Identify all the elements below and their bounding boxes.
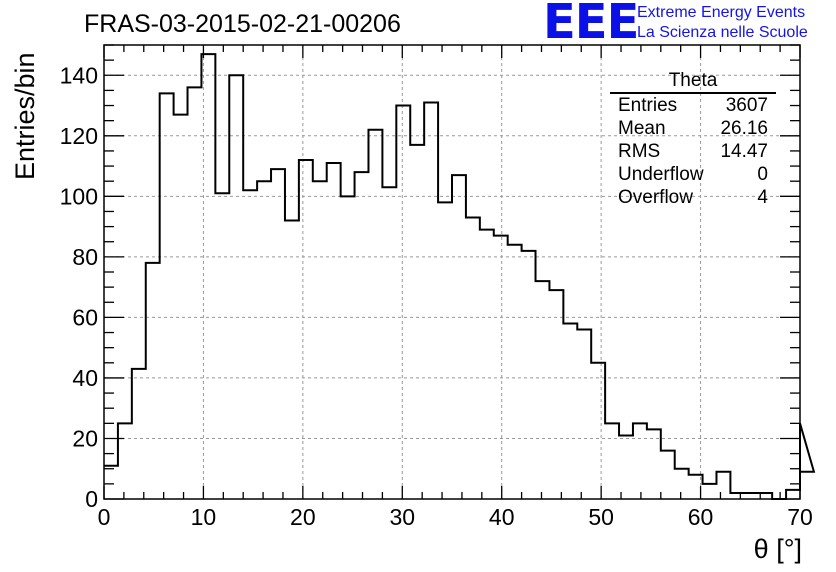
histogram-bin	[577, 330, 591, 499]
y-tick-label: 0	[85, 486, 98, 512]
histogram-bin	[494, 236, 508, 499]
histogram-bin	[257, 181, 271, 499]
x-tick-label: 70	[787, 504, 813, 530]
histogram-bin	[410, 145, 424, 499]
eee-logo-line2: La Scienza nelle Scuole	[637, 24, 808, 41]
histogram-bin	[744, 493, 758, 499]
histogram-bin	[536, 281, 550, 499]
stats-value: 3607	[725, 95, 768, 116]
histogram-bin	[160, 93, 174, 499]
stats-value: 14.47	[720, 141, 768, 162]
histogram-bin	[188, 87, 202, 499]
stats-title: Theta	[610, 70, 776, 94]
stats-row: Underflow 0	[610, 163, 776, 186]
histogram-bin	[243, 190, 257, 499]
eee-logo: EEE	[543, 0, 639, 50]
grid-lines	[104, 45, 800, 499]
x-tick-label: 40	[489, 504, 515, 530]
histogram-bin	[661, 451, 675, 499]
histogram-bin	[382, 187, 396, 499]
histogram-bin	[424, 103, 438, 499]
histogram-bin	[591, 363, 605, 499]
stats-box: Theta Entries 3607 Mean 26.16 RMS 14.47 Underf…	[610, 70, 776, 209]
histogram-bin	[438, 202, 452, 499]
x-tick-label: 10	[191, 504, 217, 530]
histogram-bin	[118, 423, 132, 499]
histogram-bin	[229, 75, 243, 499]
histogram-bin	[285, 221, 299, 499]
x-tick-label: 30	[389, 504, 415, 530]
histogram-bin	[549, 290, 563, 499]
stats-row: RMS 14.47	[610, 140, 776, 163]
stats-label: Overflow	[618, 187, 693, 208]
histogram-bin	[675, 469, 689, 499]
x-tick-label: 60	[688, 504, 714, 530]
stats-label: Mean	[618, 118, 666, 139]
histogram-bin	[341, 196, 355, 499]
histogram-bin	[396, 106, 410, 499]
y-tick-label: 80	[72, 244, 98, 270]
x-tick-label: 20	[290, 504, 316, 530]
histogram-bin	[522, 251, 536, 499]
histogram-bin	[368, 130, 382, 499]
histogram-bin	[466, 218, 480, 499]
y-tick-label: 100	[60, 183, 98, 209]
histogram-bin	[355, 172, 369, 499]
histogram-bin	[313, 181, 327, 499]
histogram-bin	[730, 493, 744, 499]
histogram-bin	[146, 263, 160, 499]
histogram-bin	[716, 472, 730, 499]
stats-row: Mean 26.16	[610, 117, 776, 140]
histogram-bin	[619, 435, 633, 499]
histogram-outline	[104, 53, 816, 500]
stats-label: Entries	[618, 95, 678, 116]
y-tick-label: 140	[60, 62, 98, 88]
histogram-bin	[215, 193, 229, 499]
histogram-bin	[647, 429, 661, 499]
histogram-bin	[563, 323, 577, 499]
x-tick-label: 0	[98, 504, 111, 530]
x-axis-label: θ [°]	[753, 534, 802, 564]
histogram-bin	[174, 115, 188, 499]
y-tick-label: 120	[60, 123, 98, 149]
histogram-bin	[480, 230, 494, 499]
stats-label: Underflow	[618, 164, 704, 185]
y-axis-label: Entries/bin	[10, 52, 40, 180]
stats-row: Overflow 4	[610, 186, 776, 209]
histogram-bin	[271, 169, 285, 499]
histogram-bin	[633, 423, 647, 499]
histogram-bin	[452, 175, 466, 499]
stats-value: 4	[757, 187, 768, 208]
y-tick-label: 60	[72, 304, 98, 330]
histogram-bin	[605, 423, 619, 499]
axis-ticks	[103, 44, 801, 500]
histogram-bin	[201, 54, 215, 499]
histogram-bins	[104, 53, 816, 500]
histogram-bin	[104, 466, 118, 499]
eee-logo-line1: Extreme Energy Events	[637, 4, 806, 21]
histogram-bin	[299, 160, 313, 499]
run-title: FRAS-03-2015-02-21-00206	[84, 10, 401, 38]
stats-value: 26.16	[720, 118, 768, 139]
histogram-bin	[703, 484, 717, 499]
stats-label: RMS	[618, 141, 661, 162]
y-tick-label: 40	[72, 365, 98, 391]
histogram-bin	[327, 163, 341, 499]
histogram-bin	[786, 490, 800, 499]
y-tick-label: 20	[72, 425, 98, 451]
x-tick-label: 50	[588, 504, 614, 530]
stats-row: Entries 3607	[610, 94, 776, 117]
histogram-bin	[132, 369, 146, 499]
histogram-bin	[508, 245, 522, 499]
stats-value: 0	[757, 164, 768, 185]
